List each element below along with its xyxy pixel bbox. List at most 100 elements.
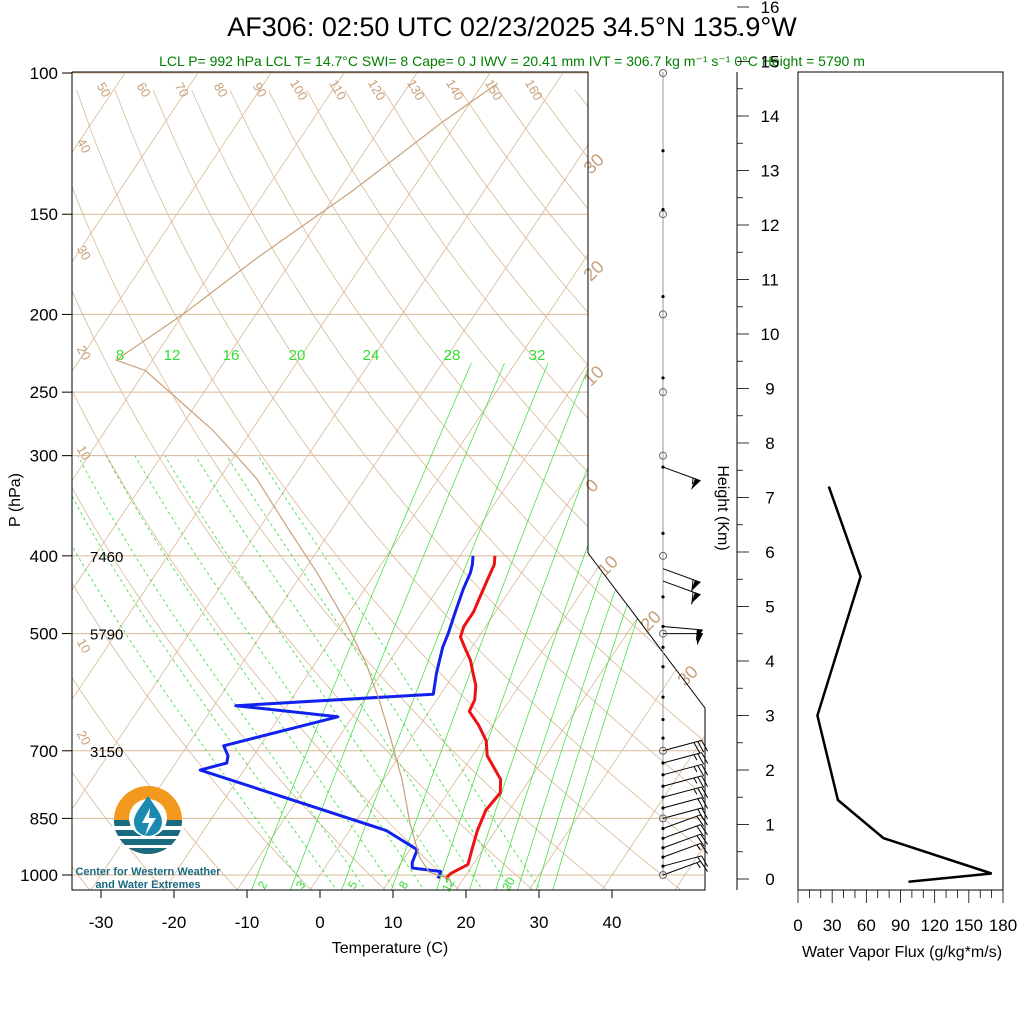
background-lines — [72, 72, 705, 890]
dry-adiabat-label: 60 — [134, 80, 154, 100]
dry-adiabat-line — [344, 89, 705, 890]
moist-adiabat-line — [72, 455, 310, 890]
isotherm-line — [454, 72, 705, 890]
wind-barb — [662, 466, 701, 490]
level-dot — [661, 773, 665, 777]
temperature-tick-label: 30 — [530, 913, 549, 932]
wind-barb — [662, 763, 709, 777]
dry-adiabat-line — [72, 89, 610, 890]
skew-t-panel: 8 12 16 20 24 28 322 3 5 8 12 20 50 60 70 80 90 100 110 12… — [7, 64, 706, 957]
logo-text-line2: and Water Extremes — [95, 879, 200, 891]
mixing-ratio-label: 12 — [164, 347, 181, 364]
pressure-tick-label: 400 — [30, 547, 58, 566]
dry-adiabat-label: 160 — [522, 77, 546, 103]
moist-adiabat-line — [257, 455, 543, 890]
height-tick-label: 2 — [765, 761, 774, 780]
level-dot — [661, 717, 665, 722]
dry-adiabat-line — [267, 89, 705, 890]
level-dot — [661, 294, 665, 299]
dry-adiabat-line — [382, 89, 705, 890]
level-dot — [661, 624, 665, 629]
wind-barb — [662, 626, 703, 642]
wind-barb — [662, 842, 708, 858]
height-tick-label: 8 — [765, 434, 774, 453]
dry-adiabat-label: 90 — [250, 80, 270, 100]
mixing-ratio-line — [250, 362, 472, 890]
pressure-tick-label: 500 — [30, 625, 58, 644]
dry-adiabat-line — [72, 89, 536, 890]
height-tick-label: 11 — [761, 271, 779, 290]
level-dot — [661, 665, 665, 669]
dry-adiabat-line — [72, 89, 462, 890]
height-tick-label: 0 — [765, 870, 774, 889]
level-dot — [661, 761, 665, 765]
isotherm-line — [235, 72, 705, 890]
height-tick-label: 15 — [761, 53, 780, 72]
moist-adiabat-line — [105, 455, 397, 890]
mixing-ratio-label-bottom: 2 — [255, 878, 271, 891]
pressure-tick-label: 150 — [30, 205, 58, 224]
wind-barb — [662, 824, 708, 839]
isotherm-line — [72, 72, 211, 890]
y-axis-label: P (hPa) — [7, 473, 24, 527]
level-marker-circle — [659, 388, 667, 397]
wind-barb — [662, 580, 701, 605]
level-marker-circle — [659, 629, 667, 638]
level-marker-circle — [659, 551, 667, 560]
x-axis-label: Temperature (C) — [332, 940, 448, 957]
wind-barb — [662, 833, 708, 849]
height-tick-label: 6 — [765, 543, 774, 562]
flux-tick-label: 150 — [955, 916, 983, 935]
mixing-ratio-label: 20 — [289, 347, 306, 364]
level-dot — [661, 806, 665, 810]
dry-adiabat-line — [72, 89, 314, 890]
isotherm-label: 10 — [580, 362, 608, 390]
flux-tick-label: 180 — [989, 916, 1017, 935]
water-vapor-flux-panel: 0 30 60 90 120 150 180 01234567891011121314151… — [714, 0, 1017, 961]
dry-adiabat-line — [497, 89, 705, 890]
chart-title: AF306: 02:50 UTC 02/23/2025 34.5°N 135.9… — [227, 12, 797, 42]
mixing-ratio-line — [435, 362, 629, 890]
level-marker-circle — [659, 746, 667, 755]
level-marker-circle — [659, 69, 667, 77]
height-tick-label: 12 — [761, 216, 780, 235]
pressure-tick-label: 700 — [30, 742, 58, 761]
moist-adiabat-line — [195, 455, 485, 890]
level-dot — [661, 736, 665, 740]
dry-adiabat-line — [536, 89, 705, 890]
level-dot — [661, 836, 665, 840]
mixing-ratio-line — [551, 362, 705, 890]
left-edge-label: 20 — [74, 728, 94, 748]
dry-adiabat-line — [229, 89, 705, 890]
cw3e-logo: Center for Western Weather and Water Ext… — [75, 786, 221, 891]
level-dot — [661, 595, 665, 599]
temperature-tick-label: -20 — [162, 913, 187, 932]
water-drop-globe-icon — [112, 786, 184, 854]
level-dot — [661, 149, 665, 153]
level-dot — [661, 531, 665, 535]
level-dot — [661, 784, 665, 788]
dry-adiabat-line — [72, 89, 240, 890]
level-dot — [661, 864, 665, 868]
geopotential-height-label: 5790 — [90, 627, 123, 644]
flux-x-axis-label: Water Vapor Flux (g/kg*m/s) — [802, 944, 1002, 961]
water-vapor-flux-line — [816, 486, 992, 883]
left-edge-label: 30 — [74, 243, 94, 263]
dry-adiabat-line — [76, 89, 684, 890]
level-dot — [661, 855, 665, 859]
level-marker-circle — [659, 310, 667, 319]
mixing-ratio-line — [468, 362, 656, 890]
dry-adiabat-label: 150 — [482, 77, 506, 103]
dry-adiabat-line — [191, 89, 705, 890]
isotherm-line — [72, 72, 576, 890]
isotherm-label: 30 — [580, 150, 608, 178]
geopotential-height-labels: 7460 5790 3150 — [90, 549, 123, 761]
height-tick-label: 5 — [765, 598, 774, 617]
logo-text-line1: Center for Western Weather — [75, 866, 221, 878]
dewpoint-line — [198, 555, 475, 880]
pressure-tick-label: 100 — [30, 64, 58, 83]
level-dot — [661, 645, 665, 649]
moist-adiabat-line — [164, 455, 456, 890]
